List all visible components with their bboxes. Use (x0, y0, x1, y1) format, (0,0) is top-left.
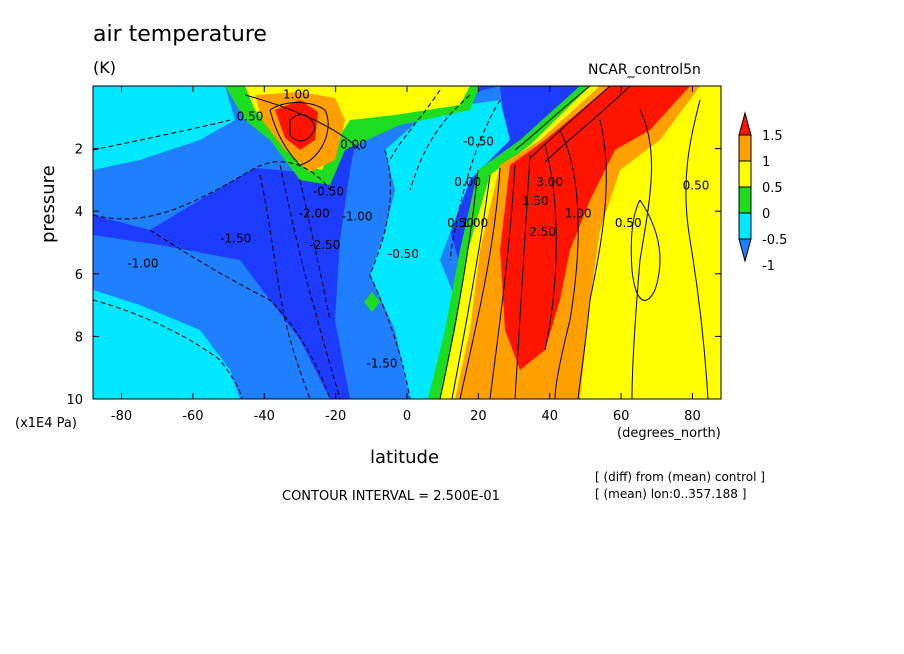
contour-line (631, 109, 652, 399)
colorbar-label: 1 (762, 155, 770, 170)
contour-line (259, 174, 311, 399)
contour-line (544, 144, 557, 351)
y-tick-label: 6 (75, 268, 83, 283)
contour-line (93, 119, 231, 151)
y-tick-label: 8 (75, 330, 83, 345)
colorbar-label: 0 (762, 207, 770, 222)
contour-line (269, 102, 329, 166)
contour-interval-label: CONTOUR INTERVAL = 2.500E-01 (282, 489, 500, 504)
contour-line (244, 94, 361, 151)
contour-line (544, 86, 631, 163)
colorbar-label: -0.5 (762, 233, 787, 248)
contour-label: 0.50 (683, 178, 710, 192)
contour-label: 1.50 (522, 194, 549, 208)
contour-line (149, 229, 331, 399)
contour-line (514, 154, 531, 399)
contour-line (685, 99, 709, 399)
colorbar-segment (738, 212, 752, 240)
contour-line (439, 169, 479, 399)
contour-label: -0.50 (463, 134, 494, 148)
contour-line (289, 114, 316, 142)
x-tick-label: 80 (684, 409, 701, 424)
diff-note: [ (diff) from (mean) control ] (595, 470, 765, 484)
contour-line (554, 129, 579, 399)
colorbar-segment (738, 186, 752, 214)
x-tick-label: -20 (325, 409, 346, 424)
y-tick-label: 2 (75, 143, 83, 158)
contour-label: -1.00 (342, 210, 373, 224)
x-axis-label: latitude (370, 447, 440, 468)
contour-label: -0.50 (313, 185, 344, 199)
x-tick-label: 20 (470, 409, 487, 424)
dataset-label: NCAR_control5n (588, 62, 701, 78)
contour-line (451, 174, 491, 399)
y-axis-unit: (x1E4 Pa) (15, 416, 77, 431)
colorbar-label: 0.5 (762, 181, 783, 196)
y-tick-label: 4 (75, 205, 83, 220)
contour-label: -1.50 (220, 232, 251, 246)
contour-line (577, 119, 607, 399)
contour-line (459, 167, 501, 399)
contour-label: 0.00 (454, 175, 481, 189)
chart-title: air temperature (93, 22, 267, 47)
contour-line (529, 86, 611, 159)
mean-note: [ (mean) lon:0..357.188 ] (595, 487, 747, 501)
colorbar-label: -1 (762, 259, 775, 274)
contour-line (514, 86, 591, 151)
contour-label: -2.50 (309, 238, 340, 252)
contour-label: -0.50 (388, 247, 419, 261)
contour-label: 0.50 (615, 216, 642, 230)
x-tick-label: 60 (613, 409, 630, 424)
x-tick-label: -80 (111, 409, 132, 424)
contour-line (409, 94, 471, 191)
y-tick-label: 10 (66, 393, 83, 408)
contour-label: 1.00 (565, 206, 592, 220)
contour-line (369, 149, 411, 399)
contour-line (489, 164, 516, 399)
contour-label: -1.00 (127, 257, 158, 271)
x-tick-label: -40 (254, 409, 275, 424)
contour-label: -1.50 (366, 357, 397, 371)
x-axis-unit: (degrees_north) (617, 426, 721, 441)
colorbar-segment (738, 160, 752, 188)
colorbar-segment (738, 134, 752, 162)
contour-label: 0.50 (237, 109, 264, 123)
contour-line (630, 199, 661, 301)
chart-units: (K) (93, 58, 116, 77)
contour-label: 0.50 (447, 216, 474, 230)
contour-label: -2.00 (299, 206, 330, 220)
contour-label: 1.00 (461, 216, 488, 230)
colorbar-bottom-arrow (738, 238, 752, 263)
x-tick-label: 0 (403, 409, 411, 424)
contour-line (389, 89, 441, 161)
x-tick-label: -60 (182, 409, 203, 424)
contour-label: 3.00 (536, 175, 563, 189)
contour-label: 0.00 (340, 138, 367, 152)
contour-line (93, 299, 243, 399)
contour-label: 2.50 (529, 225, 556, 239)
contour-line (449, 99, 501, 261)
colorbar-label: 1.5 (762, 129, 783, 144)
x-tick-label: 40 (541, 409, 558, 424)
colorbar-top-arrow (738, 111, 752, 136)
contour-line (93, 161, 331, 220)
contour-line (279, 164, 341, 399)
contour-label: 1.00 (283, 88, 310, 102)
